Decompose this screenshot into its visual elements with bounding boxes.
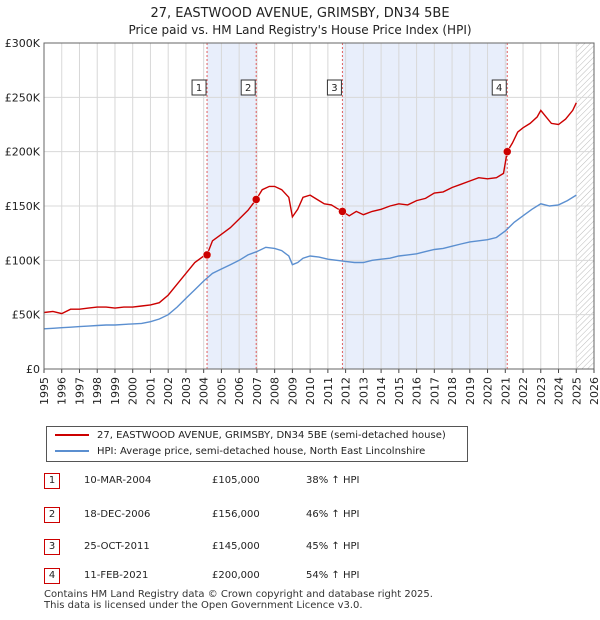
chart-legend: 27, EASTWOOD AVENUE, GRIMSBY, DN34 5BE (…	[46, 426, 468, 462]
table-row: 4 11-FEB-2021 £200,000 54% ↑ HPI	[44, 568, 584, 584]
x-tick-label: 2026	[588, 377, 600, 405]
footer-line-2: This data is licensed under the Open Gov…	[44, 600, 363, 611]
x-tick-label: 2024	[553, 377, 566, 405]
x-tick-label: 1999	[109, 377, 122, 405]
legend-item-hpi: HPI: Average price, semi-detached house,…	[55, 444, 425, 460]
x-tick-label: 2022	[517, 377, 530, 405]
sale-point	[251, 195, 261, 204]
attribution-footer: Contains HM Land Registry data © Crown c…	[44, 589, 433, 611]
y-tick-label: £300K	[5, 37, 41, 50]
sale-price: £145,000	[212, 541, 260, 552]
x-tick-label: 1995	[38, 377, 51, 405]
x-tick-label: 2008	[269, 377, 282, 405]
x-tick-label: 2004	[198, 377, 211, 405]
x-tick-label: 2007	[251, 377, 264, 405]
hpi-series-line	[43, 194, 577, 330]
sale-price: £156,000	[212, 509, 260, 520]
x-tick-label: 2000	[127, 377, 140, 405]
x-tick-label: 2001	[144, 377, 157, 405]
sale-price: £105,000	[212, 475, 260, 486]
x-tick-label: 2012	[340, 377, 353, 405]
sale-marker-label: 1	[196, 83, 202, 94]
sale-date: 25-OCT-2011	[84, 541, 150, 552]
sale-marker-box	[491, 79, 507, 96]
x-tick-label: 2005	[215, 377, 228, 405]
x-tick-label: 2002	[162, 377, 175, 405]
price-chart: £0 £50K £100K £150K £200K £250K £300K 1995 1996 1…	[5, 37, 600, 405]
y-tick-label: £200K	[5, 146, 41, 159]
x-tick-label: 2010	[304, 377, 317, 405]
x-tick-label: 2013	[357, 377, 370, 405]
sale-date: 11-FEB-2021	[84, 570, 149, 581]
x-tick-label: 2016	[411, 377, 424, 405]
chart-title: 27, EASTWOOD AVENUE, GRIMSBY, DN34 5BE	[150, 6, 450, 21]
x-tick-label: 1996	[56, 377, 69, 405]
sale-marker-label: 2	[245, 83, 251, 94]
sale-number-badge: 3	[44, 539, 60, 555]
sale-number-badge: 4	[44, 568, 60, 584]
sale-hpi-change: 54% ↑ HPI	[306, 570, 360, 581]
y-tick-label: £250K	[5, 91, 41, 104]
x-tick-label: 2006	[233, 377, 246, 405]
table-row: 2 18-DEC-2006 £156,000 46% ↑ HPI	[44, 507, 584, 523]
y-tick-label: £50K	[12, 309, 41, 322]
sale-point	[502, 147, 512, 156]
plot-border	[43, 42, 595, 370]
legend-item-property: 27, EASTWOOD AVENUE, GRIMSBY, DN34 5BE (…	[55, 428, 446, 444]
sale-date: 10-MAR-2004	[84, 475, 152, 486]
sale-point	[338, 207, 347, 216]
table-row: 3 25-OCT-2011 £145,000 45% ↑ HPI	[44, 539, 584, 555]
sale-hpi-change: 45% ↑ HPI	[306, 541, 360, 552]
sale-marker-box	[191, 79, 207, 96]
sale-marker-label: 4	[496, 83, 502, 94]
x-tick-label: 2014	[375, 377, 388, 405]
legend-property-label: 27, EASTWOOD AVENUE, GRIMSBY, DN34 5BE (…	[97, 430, 446, 441]
x-tick-label: 2025	[570, 377, 583, 405]
sale-hpi-change: 38% ↑ HPI	[306, 475, 360, 486]
sale-marker-label: 3	[331, 83, 337, 94]
x-tick-label: 2018	[446, 377, 459, 405]
sale-marker-box	[326, 79, 342, 96]
property-line-swatch	[55, 434, 89, 436]
x-tick-label: 2021	[499, 377, 512, 405]
sale-number-badge: 1	[44, 473, 60, 489]
chart-subtitle: Price paid vs. HM Land Registry's House …	[128, 23, 472, 37]
hpi-line-swatch	[55, 450, 89, 452]
x-tick-label: 2019	[464, 377, 477, 405]
x-tick-label: 2011	[322, 377, 335, 405]
table-row: 1 10-MAR-2004 £105,000 38% ↑ HPI	[44, 473, 584, 489]
x-tick-label: 1998	[91, 377, 104, 405]
x-tick-label: 1997	[73, 377, 86, 405]
footer-line-1: Contains HM Land Registry data © Crown c…	[44, 589, 433, 600]
sale-point	[202, 250, 212, 260]
y-tick-label: £100K	[5, 254, 41, 267]
sale-number-badge: 2	[44, 507, 60, 523]
y-tick-label: £150K	[5, 200, 41, 213]
x-tick-label: 2023	[535, 377, 548, 405]
sale-marker-box	[240, 79, 256, 96]
legend-hpi-label: HPI: Average price, semi-detached house,…	[97, 446, 426, 457]
sale-hpi-change: 46% ↑ HPI	[306, 509, 360, 520]
x-tick-label: 2003	[180, 377, 193, 405]
y-tick-label: £0	[26, 363, 40, 376]
sale-date: 18-DEC-2006	[84, 509, 151, 520]
x-tick-label: 2017	[428, 377, 441, 405]
x-tick-label: 2015	[393, 377, 406, 405]
sale-price: £200,000	[212, 570, 260, 581]
x-tick-label: 2009	[286, 377, 299, 405]
x-tick-label: 2020	[482, 377, 495, 405]
